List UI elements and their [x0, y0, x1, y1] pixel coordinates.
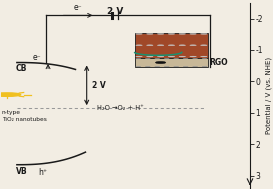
Circle shape	[136, 66, 141, 67]
Circle shape	[168, 33, 175, 34]
Circle shape	[174, 66, 179, 67]
Circle shape	[193, 66, 198, 67]
Text: RGO: RGO	[209, 58, 227, 67]
Circle shape	[190, 56, 196, 57]
Text: CB: CB	[16, 64, 27, 73]
Circle shape	[193, 58, 198, 59]
Circle shape	[202, 66, 207, 67]
Circle shape	[147, 33, 153, 34]
Circle shape	[158, 33, 164, 34]
Circle shape	[136, 58, 141, 59]
Text: 2 V: 2 V	[107, 7, 124, 16]
Circle shape	[201, 33, 207, 34]
Y-axis label: Potential / V (vs. NHE): Potential / V (vs. NHE)	[266, 57, 272, 134]
Circle shape	[179, 33, 185, 34]
Circle shape	[136, 33, 142, 34]
Circle shape	[183, 66, 188, 67]
Text: VB: VB	[16, 167, 27, 176]
Circle shape	[145, 66, 150, 67]
Circle shape	[155, 66, 160, 67]
Bar	[135, 58, 207, 67]
Circle shape	[179, 45, 185, 46]
Text: CO₂: CO₂	[138, 42, 152, 51]
Circle shape	[168, 56, 175, 57]
Circle shape	[183, 58, 188, 59]
Text: H₂O →O₂ + H⁺: H₂O →O₂ + H⁺	[97, 105, 143, 111]
Circle shape	[201, 45, 207, 46]
Circle shape	[164, 58, 169, 59]
Circle shape	[145, 58, 150, 59]
Circle shape	[168, 45, 175, 46]
Circle shape	[136, 45, 142, 46]
Circle shape	[158, 56, 164, 57]
Circle shape	[0, 93, 21, 96]
Text: n-type
TiO₂ nanotubes: n-type TiO₂ nanotubes	[2, 110, 47, 122]
Circle shape	[179, 56, 185, 57]
Text: 2 V: 2 V	[92, 81, 105, 90]
Circle shape	[147, 45, 153, 46]
Circle shape	[158, 45, 164, 46]
Circle shape	[190, 45, 196, 46]
Ellipse shape	[155, 61, 166, 64]
Text: e⁻: e⁻	[33, 53, 42, 62]
Circle shape	[201, 56, 207, 57]
Circle shape	[190, 33, 196, 34]
Bar	[135, 33, 207, 58]
Text: h⁺: h⁺	[38, 168, 47, 177]
Circle shape	[202, 58, 207, 59]
Text: Pt: Pt	[150, 47, 159, 56]
Text: Cu foam: Cu foam	[157, 55, 186, 61]
Circle shape	[155, 58, 160, 59]
Circle shape	[147, 56, 153, 57]
Text: Acids; alcohols: Acids; alcohols	[153, 42, 208, 48]
Text: e⁻: e⁻	[74, 3, 82, 12]
Circle shape	[164, 66, 169, 67]
Circle shape	[136, 56, 142, 57]
Circle shape	[174, 58, 179, 59]
